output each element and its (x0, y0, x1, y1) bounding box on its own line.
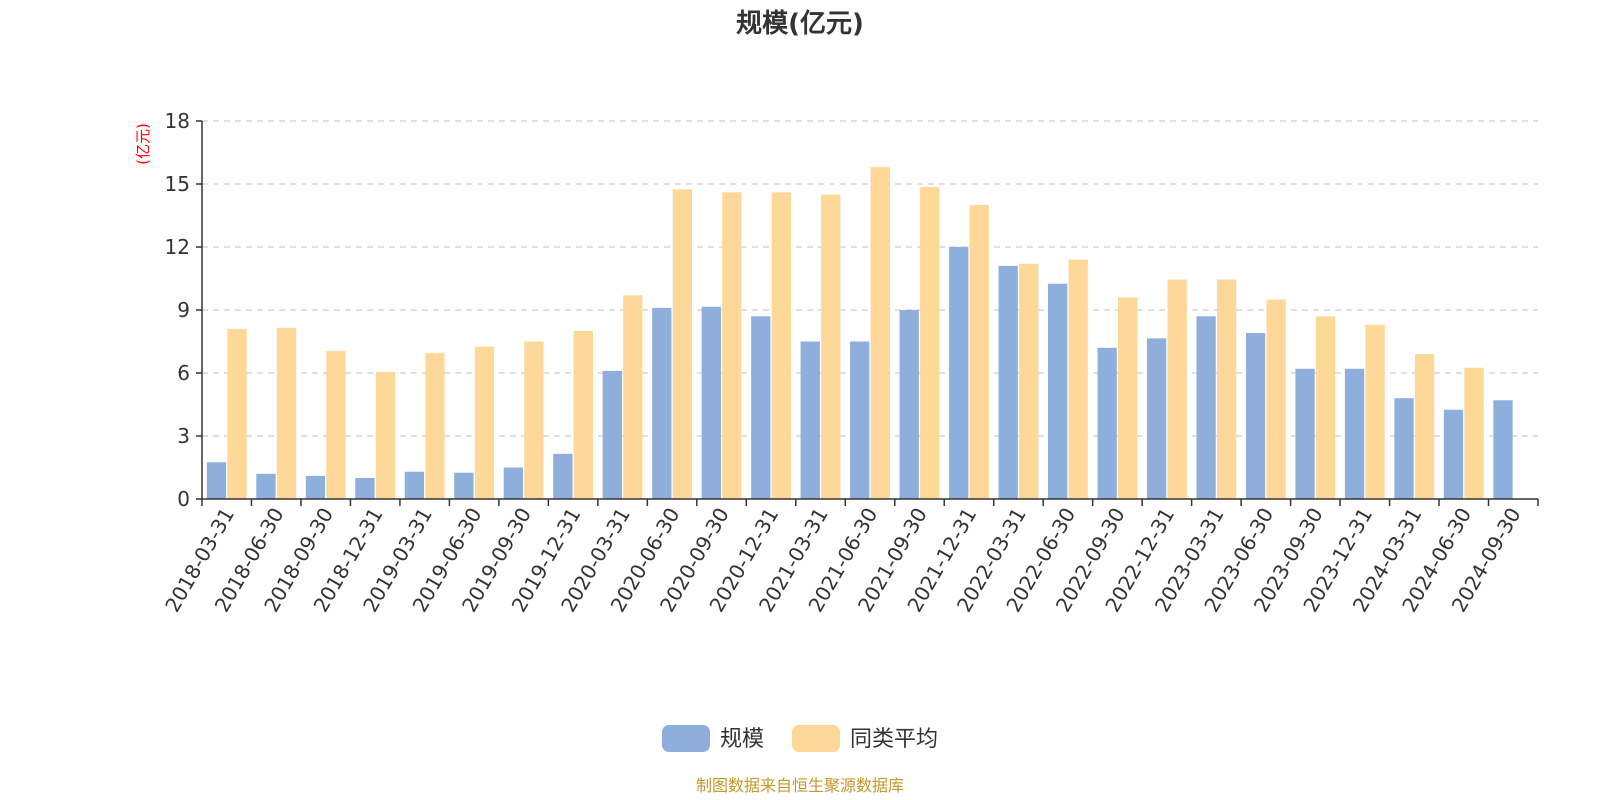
bar-series-2 (1167, 279, 1187, 499)
bar-series-1 (503, 467, 524, 499)
bar-series-2 (1365, 324, 1385, 499)
y-axis-unit-label: (亿元) (134, 123, 152, 165)
bar-series-1 (800, 341, 820, 499)
grid-lines (202, 120, 1538, 437)
bar-series-1 (751, 316, 771, 499)
bar-series-2 (375, 371, 396, 499)
bar-series-1 (998, 265, 1018, 499)
bar-series-1 (454, 472, 474, 499)
bar-series-2 (920, 187, 940, 499)
bars (206, 167, 1513, 499)
bar-series-2 (722, 192, 742, 499)
bar-series-1 (899, 310, 919, 499)
bar-series-1 (652, 307, 672, 499)
bar-series-2 (623, 295, 643, 499)
bar-series-1 (1245, 333, 1266, 499)
bar-series-1 (1443, 409, 1464, 499)
bar-series-2 (425, 353, 445, 499)
bar-series-2 (1216, 279, 1237, 499)
bar-series-2 (227, 328, 247, 499)
bar-series-1 (256, 473, 276, 499)
bar-series-2 (326, 350, 346, 499)
bar-series-2 (1068, 259, 1088, 499)
y-tick-label: 12 (165, 235, 190, 259)
bar-series-1 (1394, 398, 1414, 499)
legend: 规模 同类平均 (662, 725, 938, 752)
y-tick-label: 9 (177, 298, 190, 322)
y-tick-label: 18 (165, 109, 190, 133)
legend-label[interactable]: 同类平均 (850, 727, 938, 752)
bar-series-1 (404, 471, 425, 499)
bar-series-2 (1266, 299, 1286, 499)
y-tick-label: 6 (177, 361, 190, 385)
bar-series-1 (1295, 368, 1315, 499)
bar-series-1 (1196, 316, 1216, 499)
legend-swatch[interactable] (662, 725, 710, 752)
bar-series-2 (1464, 367, 1484, 499)
bar-series-1 (355, 478, 375, 499)
bar-series-1 (1344, 368, 1365, 499)
bar-series-2 (1118, 297, 1138, 499)
bar-series-1 (949, 247, 969, 499)
y-tick-label: 0 (177, 487, 190, 511)
legend-swatch[interactable] (792, 725, 840, 752)
source-note: 制图数据来自恒生聚源数据库 (696, 776, 904, 795)
bar-series-1 (850, 341, 870, 499)
chart-title: 规模(亿元) (736, 9, 864, 39)
y-tick-label: 3 (177, 424, 190, 448)
bar-series-2 (870, 167, 890, 499)
bar-series-2 (1414, 354, 1435, 499)
bar-series-2 (771, 192, 791, 499)
bar-series-2 (969, 205, 989, 499)
bar-series-2 (1019, 263, 1039, 499)
bar-series-1 (1097, 347, 1117, 499)
bar-series-2 (276, 327, 297, 499)
bar-series-2 (524, 341, 544, 499)
bar-series-1 (701, 306, 721, 499)
bar-series-1 (602, 370, 622, 499)
bar-series-1 (1048, 283, 1068, 499)
bar-series-2 (474, 346, 495, 499)
bar-series-2 (672, 189, 692, 499)
bar-series-1 (206, 462, 227, 499)
bar-series-2 (573, 331, 594, 499)
bar-series-1 (553, 453, 573, 499)
bar-series-1 (1146, 338, 1167, 499)
bar-series-2 (821, 194, 841, 499)
bar-series-1 (1493, 400, 1513, 499)
legend-label[interactable]: 规模 (720, 727, 764, 752)
bar-series-1 (305, 475, 326, 499)
bar-series-2 (1315, 316, 1336, 499)
y-tick-label: 15 (165, 172, 190, 196)
